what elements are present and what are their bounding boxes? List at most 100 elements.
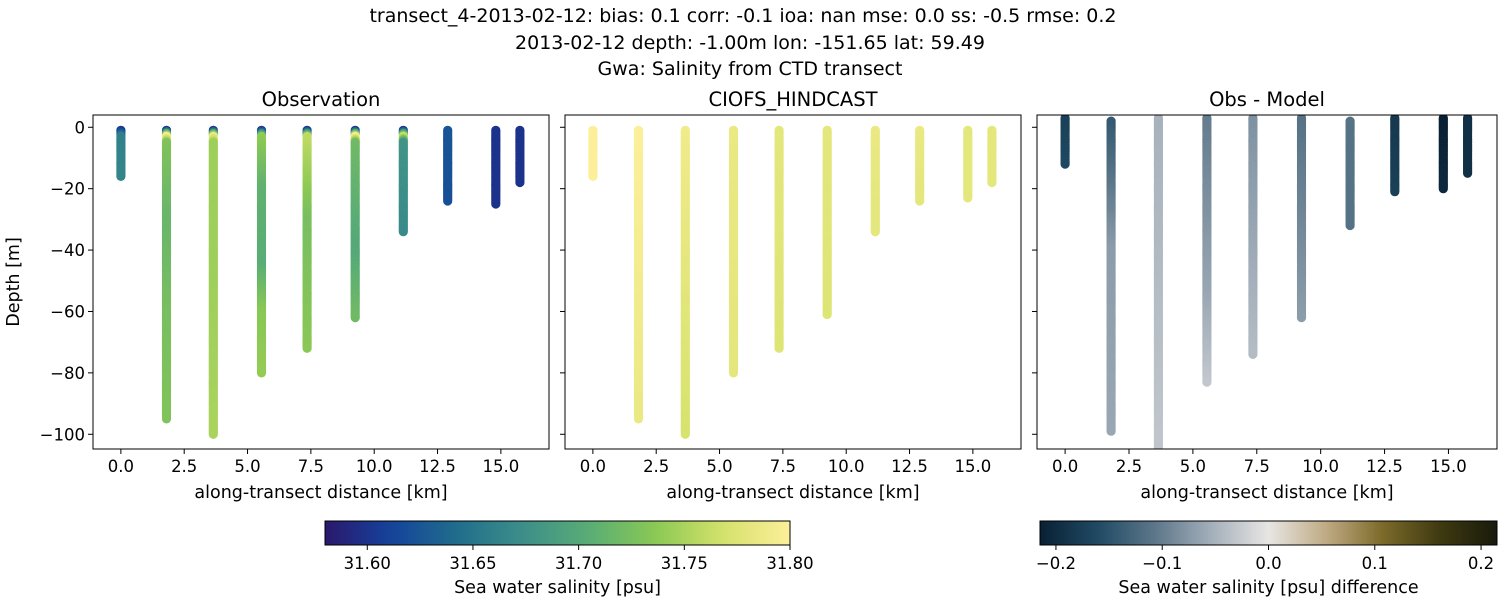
- data-point: [680, 429, 690, 439]
- data-point: [116, 171, 126, 181]
- data-point: [1106, 426, 1116, 436]
- cast-markers: [588, 125, 997, 439]
- cast-profile: [1296, 115, 1307, 323]
- cast-profile: [822, 125, 832, 320]
- cast-profile: [1153, 115, 1163, 469]
- data-point: [491, 199, 501, 209]
- panel-model: 0.0 2.5 5.0 7.5 10.0 12.5 15.0 CIOFS_HINDCASTal…: [560, 88, 1022, 503]
- cast-profile: [1463, 115, 1473, 178]
- x-tick-label: 10.0: [356, 457, 393, 476]
- data-point: [1154, 450, 1163, 459]
- colorbar-tick-label: −0.1: [1142, 554, 1182, 573]
- data-point: [1345, 220, 1355, 231]
- y-tick-label: −20: [50, 180, 85, 199]
- x-tick-label: 15.0: [1430, 457, 1467, 476]
- data-point: [515, 177, 525, 188]
- colorbar-tick-label: 0.1: [1362, 554, 1388, 573]
- axes-frame: [1036, 114, 1498, 450]
- colorbar-tick-label: 31.75: [661, 554, 708, 573]
- colorbar-tick-label: 31.80: [766, 554, 813, 573]
- data-point: [302, 343, 312, 353]
- x-axis-label: along-transect distance [km]: [1140, 483, 1393, 503]
- data-point: [1296, 313, 1307, 323]
- cast-profile: [350, 125, 360, 323]
- suptitle-location: 2013-02-12 depth: -1.00m lon: -151.65 la…: [515, 32, 985, 54]
- data-point: [633, 414, 644, 424]
- x-tick-label: 5.0: [1180, 457, 1206, 476]
- data-point: [1154, 457, 1163, 466]
- cast-profile: [633, 125, 644, 424]
- cast-profile: [915, 125, 925, 206]
- cast-profile: [1345, 116, 1355, 231]
- x-tick-label: 2.5: [643, 457, 669, 476]
- data-point: [588, 171, 598, 181]
- colorbar-tick-label: 0.0: [1255, 554, 1281, 573]
- suptitle-metrics: transect_4-2013-02-12: bias: 0.1 corr: -…: [369, 5, 1116, 27]
- data-point: [728, 368, 739, 378]
- x-tick-label: 12.5: [891, 457, 928, 476]
- cast-profile: [116, 125, 126, 181]
- data-point: [915, 196, 925, 206]
- data-point: [963, 193, 973, 203]
- panel-title: CIOFS_HINDCAST: [709, 88, 878, 111]
- colorbar-tick-label: 31.65: [449, 554, 496, 573]
- data-point: [1154, 451, 1163, 460]
- data-point: [987, 177, 997, 188]
- panels: 0.0 2.5 5.0 7.5 10.0 12.5 15.0 0 −20 −40 −60 −80 −10…: [4, 88, 1498, 503]
- data-point: [1202, 377, 1212, 387]
- data-point: [208, 429, 218, 439]
- colorbar-salinity: 31.60 31.65 31.70 31.75 31.80 Sea water salin…: [324, 520, 814, 598]
- cast-profile: [774, 125, 784, 353]
- x-axis-label: along-transect distance [km]: [194, 483, 447, 503]
- data-point: [1390, 187, 1400, 197]
- x-tick-label: 10.0: [1302, 457, 1339, 476]
- colorbar-label: Sea water salinity [psu]: [454, 578, 661, 598]
- cast-profile: [588, 125, 598, 181]
- data-point: [161, 414, 172, 424]
- panel-difference: 0.0 2.5 5.0 7.5 10.0 12.5 15.0 Obs - Model along…: [1032, 88, 1498, 503]
- cast-markers: [116, 125, 525, 439]
- x-tick-label: 15.0: [482, 457, 519, 476]
- y-tick-label: −100: [40, 425, 85, 444]
- x-tick-label: 7.5: [770, 457, 796, 476]
- cast-markers: [1060, 115, 1473, 469]
- y-tick-label: −60: [50, 302, 85, 321]
- data-point: [1060, 159, 1070, 169]
- cast-profile: [161, 125, 172, 424]
- data-point: [256, 368, 267, 378]
- colorbar-tick-label: 0.2: [1468, 554, 1494, 573]
- data-point: [350, 313, 360, 323]
- colorbar-tick-label: 31.60: [344, 554, 391, 573]
- panel-observation: 0.0 2.5 5.0 7.5 10.0 12.5 15.0 0 −20 −40 −60 −80 −10…: [4, 88, 550, 503]
- data-point: [1154, 454, 1163, 463]
- cast-profile: [987, 125, 997, 188]
- data-point: [1153, 445, 1163, 449]
- x-tick-label: 15.0: [954, 457, 991, 476]
- cast-profile: [728, 125, 739, 378]
- x-tick-label: 5.0: [234, 457, 260, 476]
- data-point: [1154, 446, 1163, 449]
- panel-title: Observation: [262, 88, 381, 111]
- cast-profile: [1438, 115, 1448, 194]
- cast-profile: [398, 125, 408, 237]
- y-axis-label: Depth [m]: [4, 237, 24, 327]
- panel-title: Obs - Model: [1209, 88, 1325, 111]
- data-point: [443, 196, 453, 206]
- colorbar-gradient: [1039, 520, 1498, 546]
- colorbar-gradient: [324, 520, 791, 546]
- cast-profile: [963, 125, 973, 203]
- y-tick-label: 0: [75, 118, 86, 137]
- cast-profile: [491, 125, 501, 209]
- data-point: [774, 343, 784, 353]
- data-point: [1154, 456, 1163, 465]
- cast-profile: [208, 125, 218, 439]
- x-tick-label: 7.5: [1244, 457, 1270, 476]
- cast-profile: [1202, 115, 1212, 387]
- cast-profile: [302, 125, 312, 353]
- data-point: [1154, 460, 1163, 469]
- x-tick-label: 5.0: [706, 457, 732, 476]
- data-point: [1248, 349, 1258, 359]
- axes-frame: [92, 114, 550, 450]
- axes-frame: [564, 114, 1022, 450]
